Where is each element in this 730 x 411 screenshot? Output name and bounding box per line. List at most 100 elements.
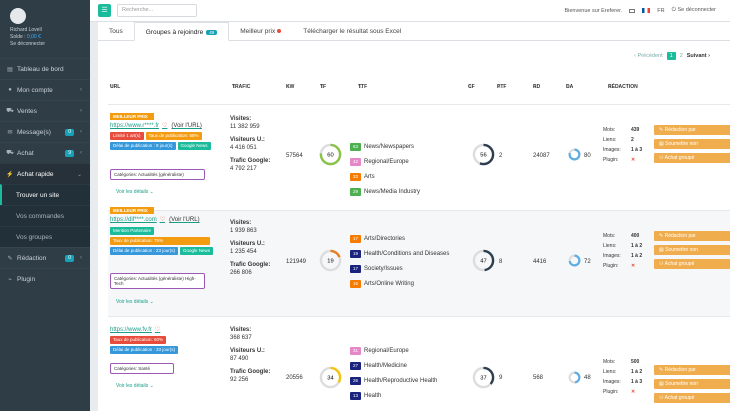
stat-row: Images: 1 à 2	[603, 251, 645, 261]
col-label: PTF	[497, 84, 507, 90]
heart-icon[interactable]: ♡	[162, 123, 168, 129]
tab-groups[interactable]: Groupes à rejoindre 49	[133, 22, 230, 41]
menu-toggle-button[interactable]: ☰	[98, 4, 111, 17]
ttf-item: 16 Arts/Online Writing	[350, 280, 480, 288]
sidebar-item-groups[interactable]: Vos groupes	[0, 226, 90, 247]
redaction-badge: 0	[65, 254, 74, 262]
group-purchase-button[interactable]: ⚇ Achat groupé	[654, 393, 730, 403]
ttf-topic: Health/Reproductive Health	[364, 378, 438, 384]
topbar-logout-link[interactable]: ⏻ Se déconnecter	[671, 7, 716, 13]
visitors-value: 87 490	[230, 356, 249, 362]
kw-value: 20556	[286, 375, 303, 381]
da-value: 48	[584, 375, 591, 381]
tab-download-excel[interactable]: Télécharger le résultat sous Excel	[292, 22, 412, 41]
sidebar-item-redaction[interactable]: ✎ Rédaction 0 ‹	[0, 247, 90, 268]
french-flag-icon[interactable]	[642, 8, 651, 13]
ttf-topic: Society/Issues	[364, 266, 403, 272]
stat-row: Liens: 1 à 2	[603, 367, 645, 377]
site-url-link[interactable]: https://www.r****.fr ♡ (Voir l'URL)	[110, 122, 202, 129]
heart-icon[interactable]: ♡	[159, 217, 166, 223]
sidebar-item-quick-purchase[interactable]: ⚡ Achat rapide ⌄	[0, 163, 90, 184]
da-value: 72	[584, 259, 591, 265]
submit-button[interactable]: ▤ Soumettre non	[654, 379, 730, 389]
redaction-button[interactable]: ✎ Rédaction par	[654, 125, 730, 135]
sidebar-logout-link[interactable]: Se déconnecter	[10, 41, 46, 47]
tab-best-price[interactable]: Meilleur prix	[229, 22, 292, 41]
ttf-item: 33 Arts	[350, 173, 480, 181]
traffic-cell: Visites: 11 382 959 Visiteurs U.: 4 416 05…	[230, 115, 270, 173]
cf-gauge: 47	[472, 249, 495, 272]
ttf-item: 17 Society/Issues	[350, 265, 480, 273]
sidebar-item-orders[interactable]: Vos commandes	[0, 205, 90, 226]
avatar[interactable]	[10, 8, 26, 24]
view-details-label: Voir les détails	[116, 383, 149, 389]
ttf-item: 29 News/Media Industry	[350, 188, 480, 196]
submit-button[interactable]: ▤ Soumettre non	[654, 139, 730, 149]
welcome-text: Bienvenue sur Ereferer.	[564, 7, 623, 14]
chevron-left-icon: ‹	[80, 129, 82, 135]
cf-value: 47	[480, 259, 486, 265]
visitors-value: 1 235 454	[230, 249, 257, 255]
ttf-score: 19	[350, 250, 361, 258]
view-url-link[interactable]: (Voir l'URL)	[169, 217, 200, 223]
group-purchase-button[interactable]: ⚇ Achat groupé	[654, 259, 730, 269]
group-purchase-button[interactable]: ⚇ Achat groupé	[654, 153, 730, 163]
lightning-icon: ⚡	[6, 171, 14, 178]
heart-icon[interactable]: ♡	[154, 327, 161, 333]
search-input[interactable]: Recherche...	[117, 4, 197, 17]
logout-label: Se déconnecter	[677, 7, 716, 13]
pager-prev[interactable]: ‹ Précédent	[634, 53, 663, 59]
balance-label: Solde :	[10, 34, 26, 40]
ttf-item: 42 Regional/Europe	[350, 158, 480, 166]
visits-label: Visites:	[230, 220, 252, 226]
best-price-ribbon: MEILLEUR PRIX	[110, 207, 154, 214]
sidebar-item-label: Plugin	[17, 275, 36, 283]
sidebar-item-sales[interactable]: ⛟ Ventes ‹	[0, 100, 90, 121]
cf-gauge-fill	[472, 249, 495, 272]
visitors-label: Visiteurs U.:	[230, 348, 265, 354]
chevron-left-icon: ‹	[80, 255, 82, 261]
view-url-link[interactable]: (Voir l'URL)	[171, 123, 202, 129]
da-gauge-fill	[568, 148, 581, 161]
ptf-value: 8	[499, 259, 503, 265]
site-url-link[interactable]: https://dif****.com ♡ (Voir l'URL)	[110, 216, 200, 223]
view-details-link[interactable]: Voir les détails ⌄	[116, 299, 154, 305]
table-row: MEILLEUR PRIX https://dif****.com ♡ (Voir …	[108, 207, 730, 316]
cf-gauge: 37	[472, 366, 495, 389]
ttf-item: 17 Arts/Directories	[350, 235, 480, 243]
tf-value: 19	[327, 259, 333, 265]
ttf-score: 31	[350, 347, 361, 355]
category-box: Catégories: Actualités (généraliste)	[110, 169, 205, 180]
google-traffic-value: 92 256	[230, 377, 249, 383]
redaction-button[interactable]: ✎ Rédaction par	[654, 365, 730, 375]
envelope-icon[interactable]	[629, 8, 636, 13]
main-content: Tous Groupes à rejoindre 49 Meilleur prix…	[98, 22, 730, 411]
pager-page-1[interactable]: 1	[666, 52, 676, 60]
sidebar-item-dashboard[interactable]: ▤ Tableau de bord	[0, 58, 90, 79]
pager-next[interactable]: Suivant ›	[686, 53, 710, 59]
tab-label: Groupes à rejoindre	[145, 29, 204, 36]
tab-all[interactable]: Tous	[98, 22, 134, 41]
pager-page-2[interactable]: 2	[679, 53, 683, 59]
view-details-link[interactable]: Voir les détails ⌄	[116, 383, 154, 389]
button-label: Achat groupé	[664, 261, 695, 267]
stat-value: 439	[631, 127, 640, 133]
cf-value: 37	[480, 376, 486, 382]
action-buttons: ✎ Rédaction par ▤ Soumettre non ⚇ Achat …	[654, 231, 730, 273]
tf-gauge: 19	[319, 249, 342, 272]
view-details-label: Voir les détails	[116, 189, 149, 195]
sidebar-item-find-site[interactable]: Trouver un site	[0, 184, 90, 205]
button-label: Achat groupé	[664, 155, 695, 161]
submit-button[interactable]: ▤ Soumettre non	[654, 245, 730, 255]
sidebar-item-messages[interactable]: ✉ Message(s) 0 ‹	[0, 121, 90, 142]
view-details-link[interactable]: Voir les détails ⌄	[116, 189, 154, 195]
redaction-button[interactable]: ✎ Rédaction par	[654, 231, 730, 241]
language-label[interactable]: FR	[657, 7, 665, 14]
ttf-topic: Arts	[364, 174, 375, 180]
site-url-link[interactable]: https://www.fv.fr ♡	[110, 326, 160, 333]
sidebar-item-plugin[interactable]: ⌁ Plugin	[0, 268, 90, 289]
ttf-item: 13 Health	[350, 392, 480, 400]
tag-badge: Taux de publication: 68%	[145, 132, 202, 140]
sidebar-item-account[interactable]: ● Mon compte ‹	[0, 79, 90, 100]
sidebar-item-purchase[interactable]: ⛟ Achat 9 ‹	[0, 142, 90, 163]
